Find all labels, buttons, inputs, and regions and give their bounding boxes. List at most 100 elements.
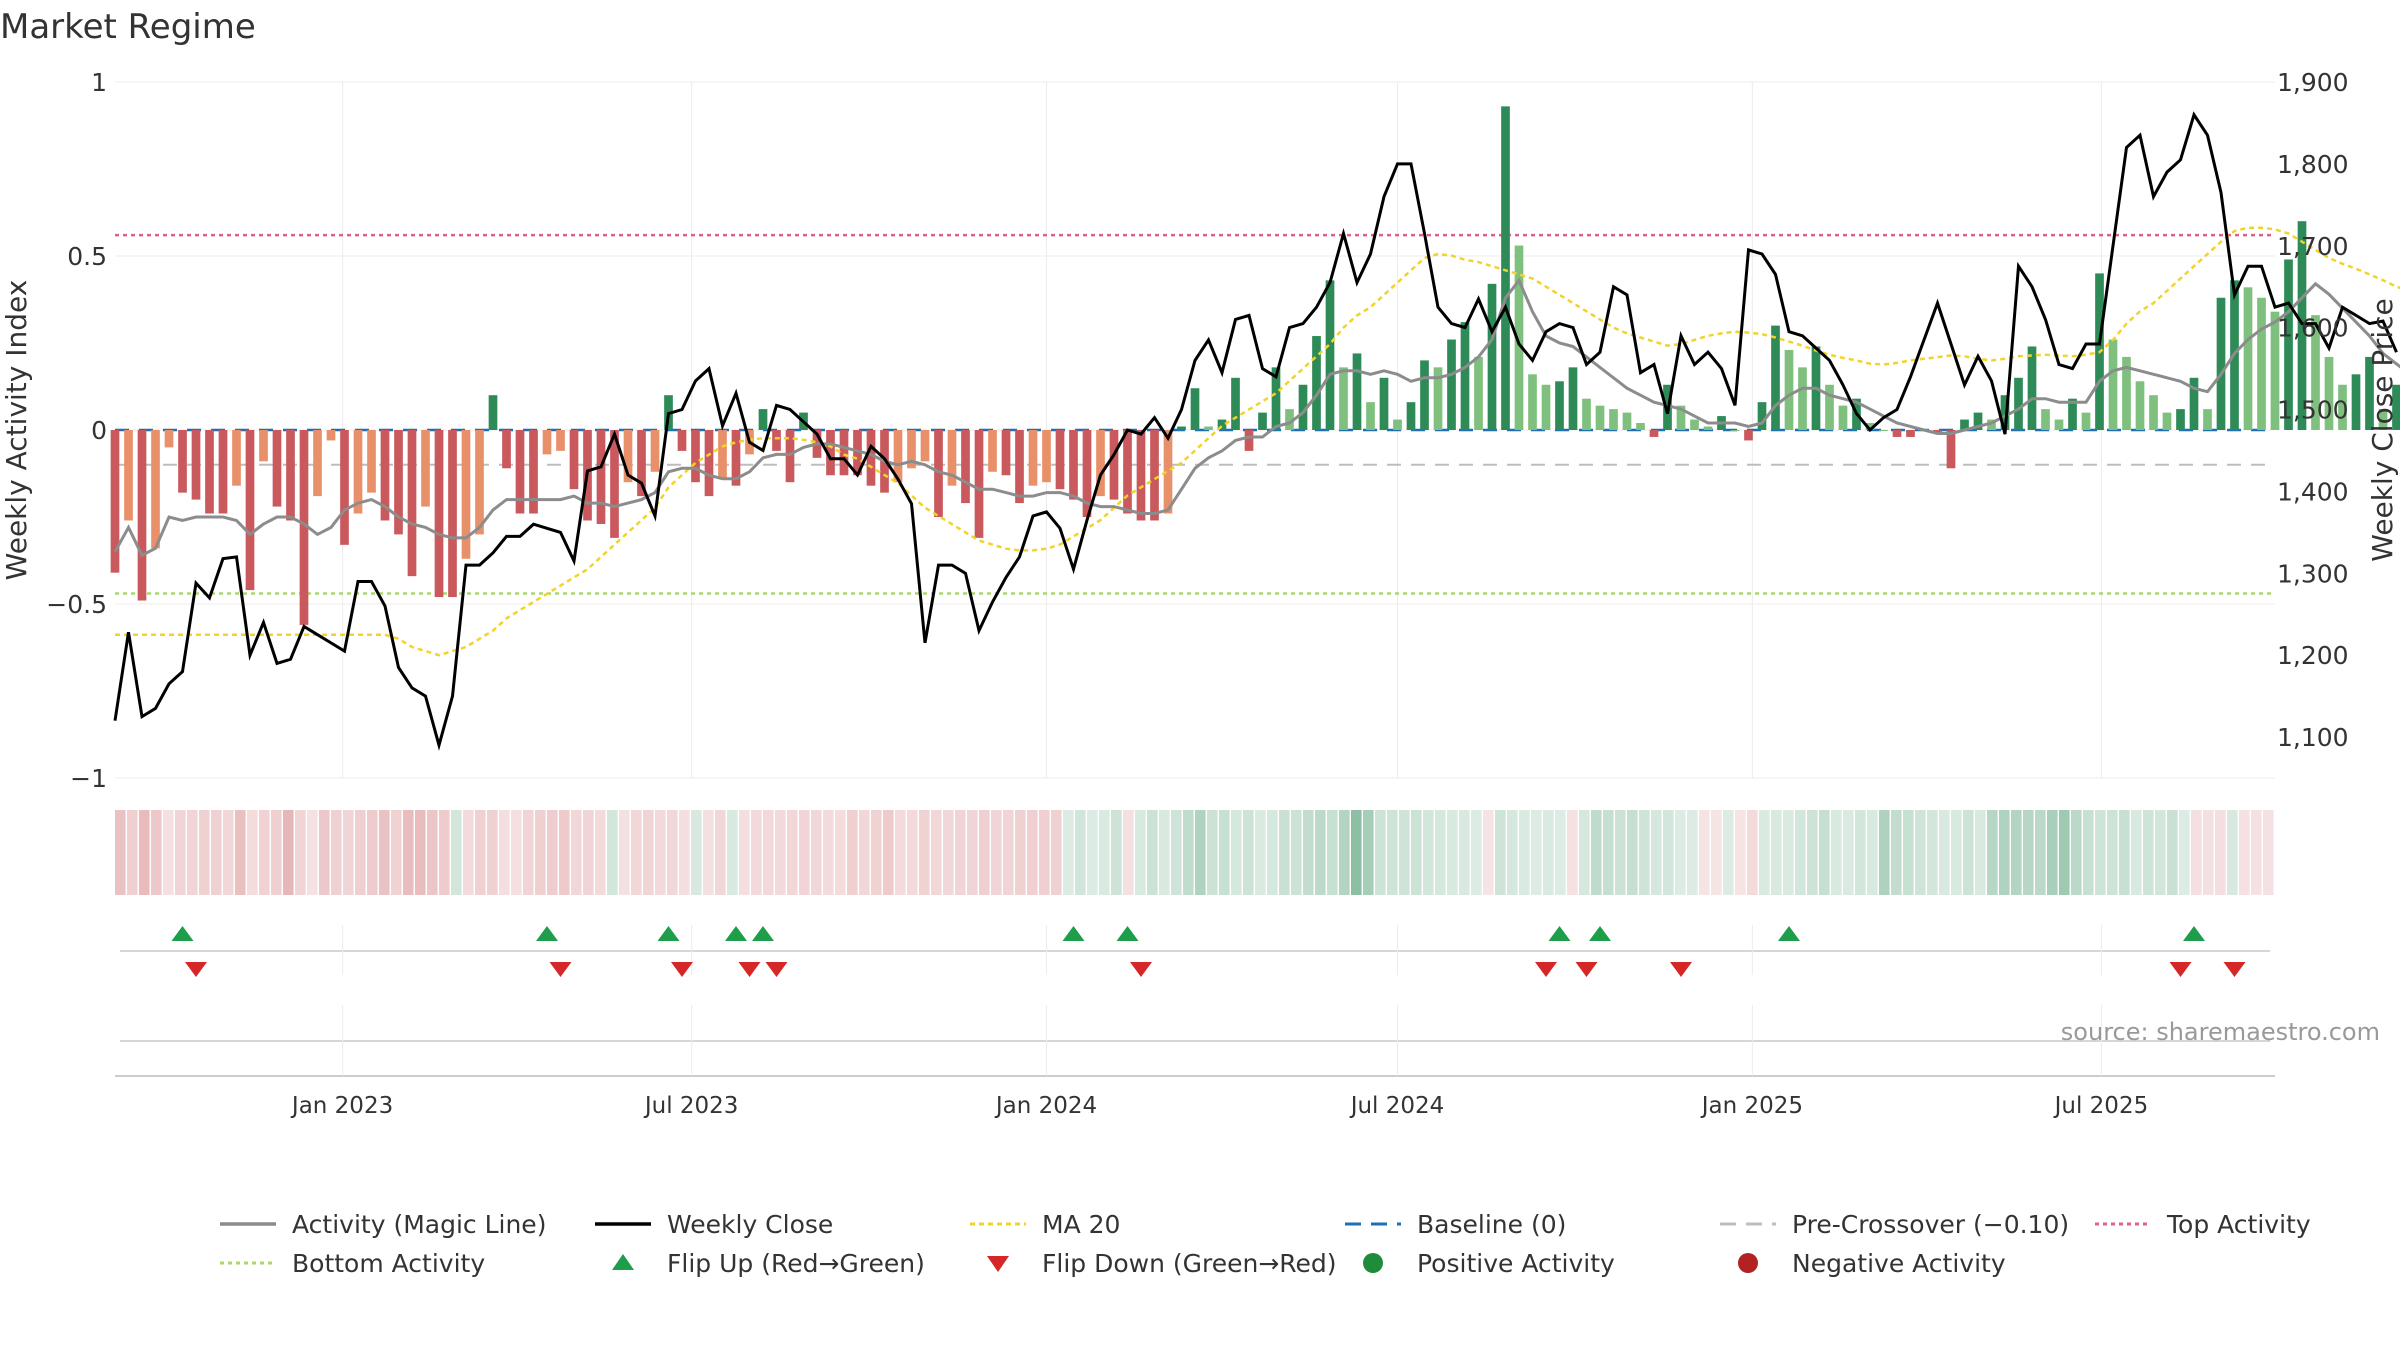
- activity-bar: [1042, 430, 1051, 483]
- legend-item-top: Top Activity: [2095, 1210, 2311, 1239]
- activity-bar: [1433, 367, 1443, 430]
- regime-cell: [787, 810, 798, 895]
- flip-up-marker: [1778, 926, 1800, 941]
- regime-cell: [1087, 810, 1098, 895]
- activity-bar: [1244, 430, 1254, 451]
- regime-cell: [1099, 810, 1110, 895]
- regime-cell: [115, 810, 126, 895]
- activity-bar: [232, 430, 241, 486]
- regime-cell: [1363, 810, 1374, 895]
- regime-cell: [1027, 810, 1038, 895]
- activity-bar: [2014, 377, 2023, 430]
- regime-cell: [1963, 810, 1974, 895]
- activity-bar: [1838, 405, 1848, 430]
- activity-bar: [988, 430, 997, 472]
- regime-cell: [1039, 810, 1050, 895]
- left-tick-label: −1: [70, 764, 107, 793]
- legend-label: MA 20: [1042, 1210, 1120, 1239]
- activity-bar: [353, 430, 363, 514]
- regime-cell: [739, 810, 750, 895]
- flip-down-marker: [549, 962, 572, 977]
- regime-cell: [1675, 810, 1686, 895]
- regime-cell: [1123, 810, 1134, 895]
- activity-bar: [340, 430, 349, 545]
- regime-cell: [1411, 810, 1422, 895]
- flip-up-marker: [1548, 926, 1571, 941]
- regime-cell: [1939, 810, 1950, 895]
- regime-cell: [559, 810, 570, 895]
- flip-up-marker: [536, 926, 558, 941]
- legend-label: Activity (Magic Line): [292, 1210, 546, 1239]
- weekly-close-line: [113, 111, 2398, 751]
- regime-cell: [715, 810, 726, 895]
- x-tick-label: Jan 2024: [994, 1093, 1097, 1119]
- activity-bar: [556, 430, 565, 451]
- magic-line: [113, 277, 2400, 558]
- regime-cell: [2155, 810, 2166, 895]
- activity-bar: [2122, 356, 2131, 430]
- regime-cell: [2203, 810, 2214, 895]
- activity-bar: [1514, 245, 1524, 430]
- regime-cell: [1711, 810, 1722, 895]
- activity-bar: [1933, 430, 1942, 434]
- activity-bar: [677, 430, 687, 451]
- activity-bar: [1298, 384, 1308, 430]
- activity-bar: [2284, 259, 2293, 430]
- activity-bar: [1703, 426, 1713, 430]
- regime-cell: [283, 810, 294, 895]
- regime-cell: [2179, 810, 2190, 895]
- activity-bar: [515, 430, 525, 514]
- left-tick-label: −0.5: [46, 590, 107, 619]
- regime-cell: [979, 810, 990, 895]
- regime-cell: [139, 810, 150, 895]
- regime-cell: [1651, 810, 1662, 895]
- flip-markers: [120, 925, 2270, 977]
- regime-cell: [1111, 810, 1122, 895]
- activity-bar: [1879, 430, 1888, 431]
- regime-strip: [115, 810, 2274, 895]
- regime-cell: [871, 810, 882, 895]
- regime-cell: [2167, 810, 2178, 895]
- activity-bar: [1258, 412, 1267, 430]
- regime-cell: [127, 810, 138, 895]
- chart-title: Market Regime: [0, 7, 256, 47]
- regime-cell: [1567, 810, 1578, 895]
- regime-cell: [1447, 810, 1458, 895]
- activity-bar: [1730, 430, 1740, 431]
- activity-bars: [110, 106, 2400, 625]
- regime-cell: [1003, 810, 1014, 895]
- regime-cell: [1723, 810, 1734, 895]
- regime-cell: [751, 810, 762, 895]
- activity-bar: [1217, 419, 1227, 430]
- flip-up-marker: [2183, 926, 2205, 941]
- activity-bar: [1757, 402, 1767, 430]
- source-note: source: sharemaestro.com: [2061, 1018, 2380, 1046]
- activity-bar: [1636, 423, 1645, 430]
- activity-bar: [920, 430, 930, 462]
- activity-bar: [1055, 430, 1065, 490]
- regime-cell: [307, 810, 318, 895]
- regime-cell: [1495, 810, 1506, 895]
- legend-label: Top Activity: [2166, 1210, 2311, 1239]
- regime-cell: [763, 810, 774, 895]
- activity-bar: [853, 430, 862, 476]
- activity-bar: [137, 430, 147, 601]
- regime-cell: [859, 810, 870, 895]
- regime-cell: [1519, 810, 1530, 895]
- regime-cell: [943, 810, 954, 895]
- left-axis-ticks: 1 0.5 0 −0.5 −1: [46, 68, 107, 793]
- right-tick-label: 1,900: [2277, 68, 2349, 97]
- activity-bar: [934, 430, 943, 517]
- regime-cell: [931, 810, 942, 895]
- regime-cell: [955, 810, 966, 895]
- activity-bar: [299, 430, 309, 625]
- flip-down-marker: [671, 962, 693, 977]
- activity-bar: [1595, 405, 1605, 430]
- x-tick-label: Jan 2025: [1700, 1093, 1803, 1119]
- series-lines: [113, 111, 2400, 751]
- regime-cell: [1579, 810, 1590, 895]
- regime-cell: [2035, 810, 2046, 895]
- activity-bar: [1609, 409, 1618, 430]
- regime-cell: [1615, 810, 1626, 895]
